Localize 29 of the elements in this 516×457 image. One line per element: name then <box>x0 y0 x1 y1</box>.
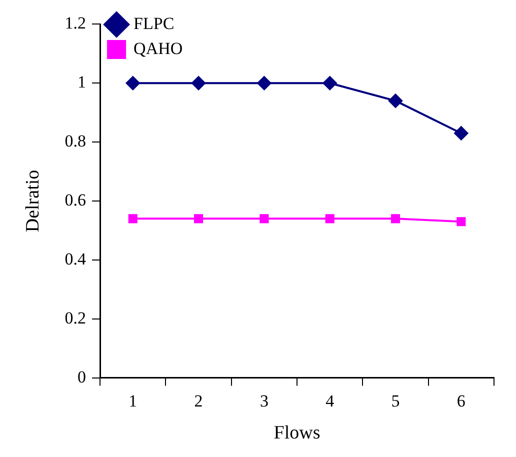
x-tick-label: 3 <box>260 391 268 410</box>
x-tick-label: 5 <box>391 391 400 410</box>
point <box>260 214 269 224</box>
point <box>257 76 272 90</box>
x-tick-label: 1 <box>128 391 138 410</box>
y-tick-label: 0 <box>78 367 86 386</box>
x-axis-title: Flows <box>274 422 320 444</box>
x-tick-label: 6 <box>456 391 466 410</box>
y-tick-label: 1 <box>78 72 86 92</box>
y-tick-label: 0.4 <box>64 249 87 268</box>
point <box>325 214 334 224</box>
point <box>456 217 466 226</box>
x-tick-label: 2 <box>194 391 203 410</box>
legend-label: QAHO <box>134 38 183 58</box>
point <box>192 76 206 90</box>
y-tick-label: 1.2 <box>64 14 86 33</box>
point <box>128 214 138 224</box>
y-axis-title: Delratio <box>22 170 44 232</box>
y-tick-label: 0.8 <box>64 132 86 151</box>
point <box>194 214 204 224</box>
y-tick-label: 0.6 <box>64 190 86 210</box>
point <box>390 214 400 224</box>
point <box>322 76 337 90</box>
point <box>388 94 403 108</box>
y-tick-label: 0.2 <box>64 308 86 328</box>
x-tick-label: 4 <box>326 391 335 410</box>
legend-label: FLPC <box>134 14 174 33</box>
point <box>454 126 468 140</box>
point <box>126 76 140 90</box>
